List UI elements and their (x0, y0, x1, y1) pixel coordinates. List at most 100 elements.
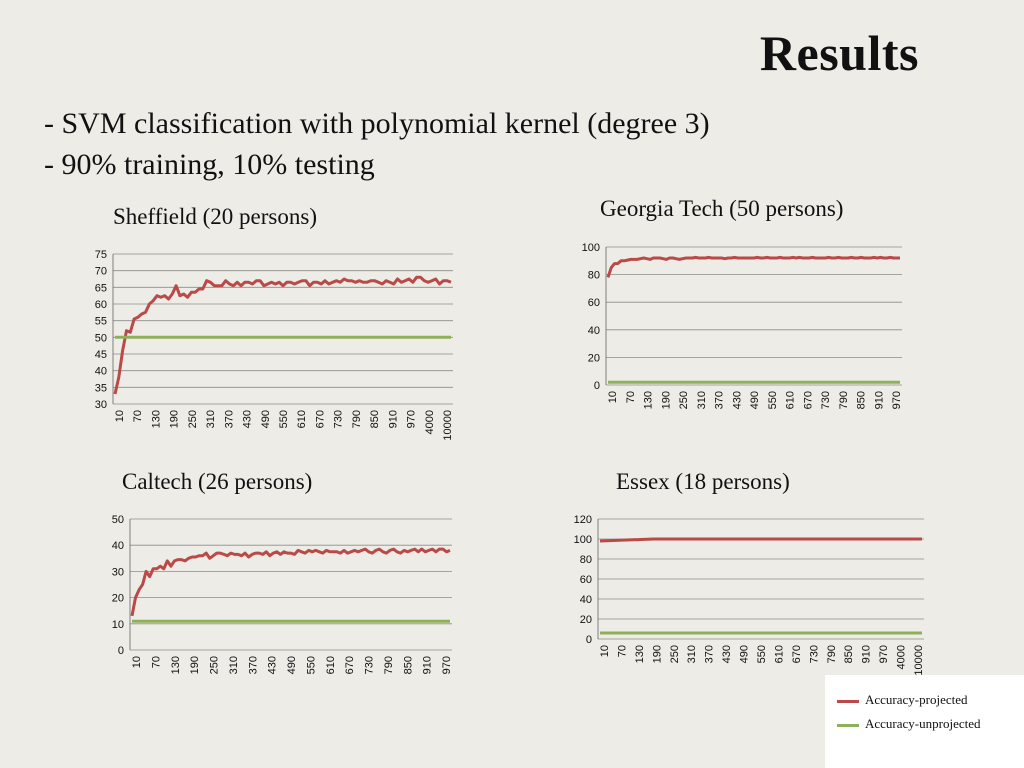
x-tick-label: 130 (634, 645, 646, 663)
x-tick-label: 10000 (442, 410, 454, 441)
x-tick-label: 130 (150, 410, 162, 428)
x-tick-label: 550 (278, 410, 290, 428)
y-tick-label: 30 (112, 566, 124, 578)
x-tick-label: 70 (616, 645, 628, 657)
x-tick-label: 610 (785, 391, 797, 409)
x-tick-label: 910 (873, 391, 885, 409)
y-tick-label: 20 (580, 614, 592, 626)
y-tick-label: 120 (574, 514, 592, 526)
bullet-item: - 90% training, 10% testing (44, 148, 375, 181)
x-tick-label: 970 (406, 410, 418, 428)
x-tick-label: 490 (260, 410, 272, 428)
x-tick-label: 190 (169, 410, 181, 428)
x-tick-label: 730 (808, 645, 820, 663)
x-tick-label: 130 (170, 656, 182, 674)
x-tick-label: 670 (802, 391, 814, 409)
y-tick-label: 40 (112, 540, 124, 552)
x-tick-label: 850 (843, 645, 855, 663)
x-tick-label: 4000 (896, 645, 908, 669)
legend-label: Accuracy-projected (865, 692, 968, 707)
x-tick-label: 970 (891, 391, 903, 409)
y-tick-label: 45 (95, 349, 107, 361)
y-tick-label: 65 (95, 282, 107, 294)
x-tick-label: 790 (383, 656, 395, 674)
chart-title-caltech: Caltech (26 persons) (122, 469, 313, 494)
series-line-projected (606, 255, 900, 278)
series-line-projected (113, 275, 452, 395)
y-tick-label: 70 (95, 266, 107, 278)
chart-georgia-tech: 0 20 40 60 80 100 10 70 130 190 250 310 370 430 490 550… (582, 242, 903, 409)
x-tick-label: 910 (422, 656, 434, 674)
y-tick-label: 35 (95, 382, 107, 394)
x-tick-label: 10 (607, 391, 619, 403)
y-tick-label: 20 (112, 593, 124, 605)
x-tick-label: 70 (625, 391, 637, 403)
x-tick-label: 850 (369, 410, 381, 428)
x-tick-label: 790 (838, 391, 850, 409)
x-tick-label: 190 (651, 645, 663, 663)
x-tick-label: 910 (861, 645, 873, 663)
y-tick-label: 0 (594, 380, 600, 392)
x-tick-label: 550 (767, 391, 779, 409)
x-tick-label: 250 (187, 410, 199, 428)
x-tick-label: 430 (267, 656, 279, 674)
y-tick-label: 75 (95, 249, 107, 261)
slide-title: Results (759, 25, 919, 81)
legend-swatch-unprojected (837, 724, 859, 727)
chart-sheffield: 30 35 40 45 50 55 60 65 70 75 10 70 130 190 250 310 370 4… (95, 249, 454, 441)
y-tick-label: 20 (588, 352, 600, 364)
x-tick-label: 430 (731, 391, 743, 409)
y-tick-label: 80 (580, 554, 592, 566)
x-tick-label: 430 (242, 410, 254, 428)
x-tick-label: 910 (387, 410, 399, 428)
chart-title-georgia-tech: Georgia Tech (50 persons) (600, 196, 844, 221)
x-tick-label: 310 (228, 656, 240, 674)
series-line-projected (599, 537, 922, 543)
x-tick-label: 4000 (424, 410, 436, 434)
legend-label: Accuracy-unprojected (865, 716, 981, 731)
x-tick-label: 70 (132, 410, 144, 422)
x-tick-label: 10000 (913, 645, 925, 676)
bullet-item: - SVM classification with polynomial ker… (44, 107, 710, 140)
x-tick-label: 730 (333, 410, 345, 428)
x-tick-label: 490 (286, 656, 298, 674)
x-tick-label: 670 (791, 645, 803, 663)
x-tick-label: 970 (878, 645, 890, 663)
y-tick-label: 0 (118, 645, 124, 657)
chart-title-essex: Essex (18 persons) (616, 469, 790, 494)
chart-caltech: 0 10 20 30 40 50 10 70 130 190 250 310 370 430 490 550 6… (112, 514, 453, 674)
y-tick-label: 30 (95, 399, 107, 411)
x-tick-label: 790 (826, 645, 838, 663)
y-tick-label: 60 (95, 299, 107, 311)
y-tick-label: 55 (95, 316, 107, 328)
x-tick-label: 10 (114, 410, 126, 422)
x-tick-label: 10 (131, 656, 143, 668)
x-tick-label: 610 (296, 410, 308, 428)
y-tick-label: 0 (586, 634, 592, 646)
x-tick-label: 250 (669, 645, 681, 663)
y-tick-label: 40 (588, 325, 600, 337)
x-tick-label: 250 (209, 656, 221, 674)
x-tick-label: 370 (247, 656, 259, 674)
x-tick-label: 130 (643, 391, 655, 409)
series-line-projected (130, 547, 451, 617)
x-tick-label: 490 (749, 391, 761, 409)
x-tick-label: 850 (402, 656, 414, 674)
x-tick-label: 550 (305, 656, 317, 674)
x-tick-label: 430 (721, 645, 733, 663)
x-tick-label: 310 (686, 645, 698, 663)
x-tick-label: 370 (714, 391, 726, 409)
x-tick-label: 490 (739, 645, 751, 663)
x-tick-label: 730 (364, 656, 376, 674)
x-tick-label: 790 (351, 410, 363, 428)
chart-legend: Accuracy-projected Accuracy-unprojected (825, 675, 1024, 768)
x-tick-label: 370 (223, 410, 235, 428)
x-tick-label: 850 (856, 391, 868, 409)
x-tick-label: 610 (325, 656, 337, 674)
x-tick-label: 730 (820, 391, 832, 409)
y-tick-label: 10 (112, 619, 124, 631)
x-tick-label: 310 (205, 410, 217, 428)
y-tick-label: 60 (588, 297, 600, 309)
x-tick-label: 610 (773, 645, 785, 663)
